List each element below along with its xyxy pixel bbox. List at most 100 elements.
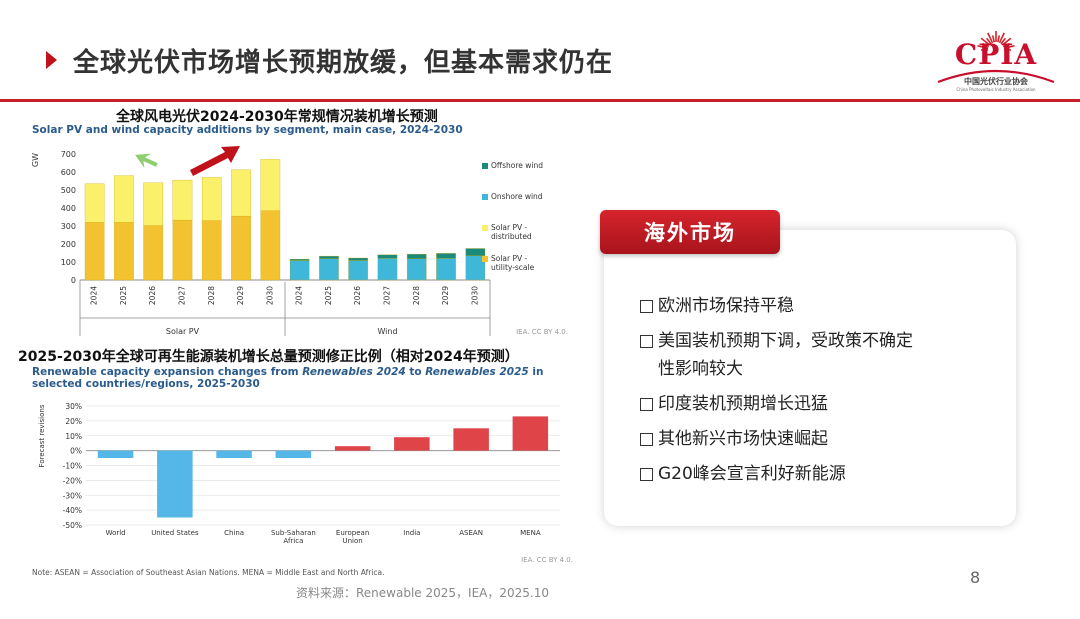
page-number: 8 (970, 568, 981, 587)
x-tick-label: 2027 (383, 286, 392, 305)
x-tick-label: World (106, 529, 126, 537)
bar (275, 450, 312, 458)
list-item: G20峰会宣言利好新能源 (640, 460, 1000, 488)
chart2-credit: IEA. CC BY 4.0. (521, 556, 573, 564)
logo-cn-name: 中国光伏行业协会 (964, 77, 1028, 86)
x-tick-label: ASEAN (459, 529, 483, 537)
legend-swatch (482, 163, 488, 169)
list-item: 其他新兴市场快速崛起 (640, 425, 1000, 453)
overseas-card (604, 230, 1016, 526)
bar-segment (348, 257, 368, 261)
legend-label: Offshore wind (491, 161, 543, 170)
y-tick-label: 200 (61, 240, 76, 249)
bar-segment (348, 260, 368, 281)
bar-segment (114, 175, 134, 223)
y-axis-label: GW (31, 153, 40, 167)
bar (97, 450, 134, 458)
logo-ray (987, 32, 994, 44)
x-tick-label: 2029 (236, 286, 245, 305)
bar-segment (436, 258, 456, 281)
x-tick-label: European Union (336, 529, 369, 545)
x-tick-label: China (224, 529, 244, 537)
x-tick-label: 2026 (353, 286, 362, 305)
logo-ray (1000, 37, 1007, 45)
bar-segment (377, 254, 398, 259)
bar-segment (172, 179, 193, 221)
bar-segment (201, 220, 222, 281)
bar-segment (319, 258, 339, 281)
bar-segment (406, 253, 427, 259)
list-item-text: 其他新兴市场快速崛起 (658, 429, 828, 449)
list-item-text: 欧洲市场保持平稳 (658, 296, 794, 316)
page-title: 全球光伏市场增长预期放缓，但基本需求仍在 (73, 47, 614, 78)
logo-ray (1003, 45, 1015, 49)
logo-text: CPIA (954, 38, 1038, 71)
chart1-en-title: Solar PV and wind capacity additions by … (32, 124, 463, 136)
bar-segment (465, 248, 486, 256)
logo-ray (1001, 37, 1012, 46)
list-item-text: 美国装机预期下调，受政策不确定 性影响较大 (658, 327, 1000, 383)
group-label: Wind (377, 327, 397, 336)
logo-ray (982, 42, 990, 48)
bar-segment (84, 222, 105, 281)
bar-segment (289, 258, 310, 261)
trend-arrow-icon (190, 146, 240, 176)
y-tick-label: 600 (61, 168, 76, 177)
sunburst-logo-icon (937, 31, 1055, 84)
bar-segment (406, 258, 427, 281)
trend-arrow-icon (135, 153, 158, 169)
chart2-revision-bar: Forecast revisions 30% 20% 10% 0% -10% -20% -30… (38, 402, 573, 564)
legend-label: Onshore wind (491, 192, 543, 201)
checkbox-outline-icon (640, 335, 653, 348)
chart-note: Note: ASEAN = Association of Southeast A… (32, 568, 385, 577)
y-tick-label: 0 (71, 276, 76, 285)
chart1-credit: IEA. CC BY 4.0. (516, 328, 568, 336)
y-tick-label: -50% (63, 521, 82, 530)
legend-swatch (482, 225, 488, 231)
bar-segment (84, 183, 105, 223)
legend-swatch (482, 194, 488, 200)
bar-segment (143, 225, 163, 281)
x-tick-label: United States (151, 529, 199, 537)
checkbox-outline-icon (640, 300, 653, 313)
bar (394, 437, 430, 451)
x-tick-label: 2027 (178, 286, 187, 305)
chart2-en-title-part: selected countries/regions, 2025-2030 (32, 378, 260, 390)
bar-segment (260, 210, 281, 281)
x-tick-label: 2030 (265, 286, 274, 305)
list-item-text: 印度装机预期增长迅猛 (658, 394, 828, 414)
x-tick-label: 2026 (148, 286, 157, 305)
y-tick-label: 400 (61, 204, 76, 213)
y-tick-label: -10% (63, 462, 82, 471)
y-tick-label: -20% (63, 476, 82, 485)
bar (334, 446, 371, 451)
bar-segment (260, 159, 281, 211)
list-item-line: 性影响较大 (658, 359, 743, 379)
logo-ray (997, 35, 1001, 43)
chart1-cn-title: 全球风电光伏2024-2030年常规情况装机增长预测 (116, 109, 438, 125)
group-label: Solar PV (166, 327, 200, 336)
bar-segment (143, 182, 163, 226)
legend-label: Solar PV -distributed (491, 223, 532, 241)
chart1-stacked-bar: GW 0 100 200 300 400 500 600 700 2024 2025 2026 2027… (31, 146, 568, 336)
bar-segment (289, 260, 310, 281)
overseas-tag-label: 海外市场 (644, 221, 736, 245)
x-tick-label: 2028 (207, 286, 216, 305)
bar-segment (436, 253, 456, 259)
chart2-cn-title: 2025-2030年全球可再生能源装机增长总量预测修正比例（相对2024年预测） (18, 349, 519, 365)
checkbox-outline-icon (640, 398, 653, 411)
bar-segment (319, 255, 339, 259)
y-tick-label: -30% (63, 491, 82, 500)
list-item: 印度装机预期增长迅猛 (640, 390, 1000, 418)
legend-swatch (482, 256, 488, 262)
legend-label: Solar PV -utility-scale (491, 254, 535, 272)
x-tick-label: 2028 (412, 286, 421, 305)
bar (216, 450, 252, 458)
bar-segment (201, 177, 222, 221)
bar-segment (114, 222, 134, 281)
logo-ray (977, 45, 989, 49)
x-tick-label: 2030 (470, 286, 479, 305)
chart2-en-title-part: to (405, 366, 426, 378)
list-item: 美国装机预期下调，受政策不确定 性影响较大 (640, 327, 1000, 383)
